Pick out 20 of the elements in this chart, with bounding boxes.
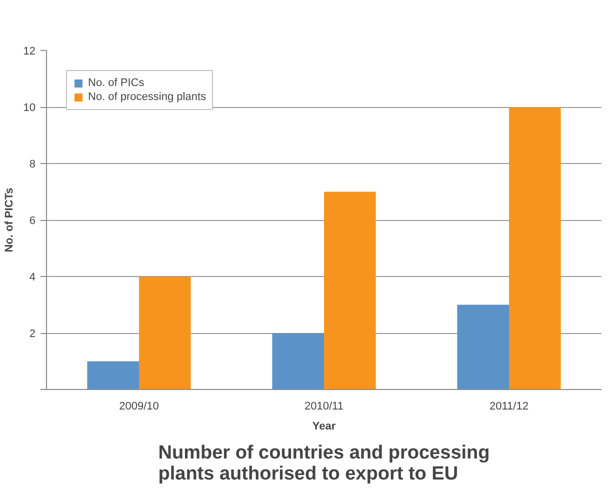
bar (509, 107, 561, 390)
y-tick-label: 2 (29, 328, 36, 340)
x-tick-label: 2009/10 (119, 400, 159, 412)
legend-label: No. of processing plants (88, 91, 206, 103)
legend-label: No. of PICs (88, 77, 144, 89)
y-tick-label: 6 (29, 215, 36, 227)
x-tick-label: 2011/12 (490, 400, 528, 412)
y-tick-label: 12 (23, 46, 36, 58)
y-axis-title: No. of PICTs (3, 188, 16, 252)
bar (272, 333, 324, 390)
bar (87, 361, 139, 390)
bar (139, 276, 191, 390)
bar (457, 304, 509, 390)
y-tick-label: 4 (29, 272, 36, 284)
x-axis-title: Year (312, 420, 336, 432)
y-tick-label: 10 (23, 102, 36, 114)
y-tick-label: 8 (29, 158, 36, 170)
text: Number of countries and processing plants authorised to export to EU (158, 442, 490, 484)
x-tick-label: 2010/11 (304, 400, 344, 412)
bar (324, 192, 376, 390)
